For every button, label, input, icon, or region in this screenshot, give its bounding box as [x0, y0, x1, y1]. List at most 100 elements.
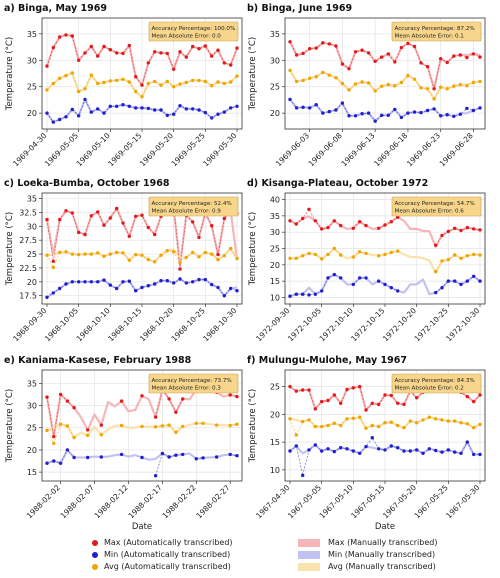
point-min-auto: [229, 106, 233, 110]
series-avg-auto-line: [46, 423, 75, 445]
point-min-auto: [440, 286, 444, 290]
point-avg-auto: [434, 417, 438, 421]
point-avg-auto: [288, 256, 292, 260]
y-tick-label: 30: [27, 56, 37, 65]
point-avg-auto: [383, 252, 387, 257]
point-min-auto: [478, 106, 482, 110]
x-tick-label: 1969-06-23: [405, 131, 442, 168]
point-min-auto: [358, 451, 362, 455]
series-avg-auto-line: [155, 424, 183, 433]
point-min-auto: [58, 286, 62, 291]
point-min-auto: [452, 114, 456, 119]
y-axis-label: Temperature (°C): [248, 37, 258, 111]
point-max-auto: [165, 51, 169, 56]
point-max-auto: [347, 67, 351, 71]
point-min-auto: [320, 449, 324, 453]
point-min-auto: [96, 280, 100, 284]
point-min-auto: [127, 104, 131, 109]
point-avg-auto: [339, 253, 343, 257]
point-avg-auto: [327, 73, 331, 77]
y-tick-label: 35: [27, 379, 37, 388]
point-min-auto: [446, 448, 450, 452]
x-tick-label: 1988-02-02: [25, 483, 62, 520]
x-tick-label: 1988-02-17: [127, 483, 164, 520]
point-min-auto: [345, 447, 349, 451]
point-max-auto: [121, 221, 125, 225]
point-min-auto: [153, 108, 157, 112]
point-min-auto: [351, 449, 355, 453]
point-min-auto: [393, 107, 397, 112]
point-min-auto: [326, 447, 330, 451]
point-max-auto: [377, 402, 381, 407]
legend-min-auto-label: Min (Automatically transcribed): [104, 550, 231, 559]
point-avg-auto: [115, 250, 119, 255]
point-max-auto: [334, 44, 338, 48]
point-max-auto: [453, 226, 457, 230]
point-avg-auto: [432, 97, 436, 101]
point-avg-auto: [334, 76, 338, 80]
point-max-auto: [399, 45, 404, 50]
accuracy-text: Accuracy Percentage: 100.0%: [152, 26, 236, 32]
point-max-auto: [191, 220, 195, 224]
point-avg-auto: [99, 433, 104, 437]
point-avg-auto: [419, 86, 423, 90]
point-min-auto: [159, 279, 163, 283]
point-min-auto: [167, 455, 171, 459]
point-avg-auto: [229, 246, 233, 251]
point-max-auto: [134, 214, 138, 218]
point-min-auto: [366, 111, 371, 115]
point-max-auto: [140, 213, 144, 217]
point-min-auto: [478, 452, 482, 457]
point-max-auto: [203, 44, 207, 48]
point-max-auto: [172, 67, 176, 72]
point-avg-auto: [458, 82, 462, 87]
point-min-auto: [294, 444, 298, 448]
y-tick-label: 10: [270, 466, 280, 475]
point-min-auto: [347, 114, 351, 118]
point-min-auto: [51, 291, 55, 295]
point-min-auto: [165, 113, 169, 118]
metrics-box: [148, 196, 239, 217]
point-avg-auto: [210, 84, 214, 88]
point-max-auto: [115, 206, 119, 211]
point-avg-auto: [52, 441, 56, 445]
plot-frame: [284, 369, 486, 482]
point-max-auto: [153, 232, 157, 237]
point-max-auto: [472, 227, 476, 231]
mae-text: Mean Absolute Error: 0.1: [395, 34, 465, 40]
plot-frame: [41, 192, 243, 305]
point-max-auto: [383, 223, 387, 227]
point-max-auto: [64, 33, 68, 37]
point-avg-auto: [119, 423, 124, 428]
point-min-auto: [313, 292, 317, 296]
series-max-auto-line: [435, 227, 481, 246]
point-max-auto: [373, 59, 377, 63]
panel-title: f) Mulungu-Mulohe, May 1967: [247, 355, 407, 366]
point-min-auto: [222, 110, 226, 114]
point-avg-auto: [421, 418, 425, 422]
series-min-auto-line: [435, 275, 481, 293]
point-min-auto: [70, 107, 75, 112]
series-min-manual: [289, 98, 481, 123]
point-avg-auto: [184, 255, 188, 260]
point-min-auto: [45, 461, 49, 465]
y-tick-label: 20: [27, 109, 37, 118]
point-avg-auto: [465, 422, 469, 426]
point-max-auto: [70, 34, 75, 38]
point-avg-auto: [406, 73, 410, 78]
point-avg-auto: [301, 78, 305, 83]
point-avg-auto: [393, 84, 397, 88]
point-avg-auto: [51, 265, 55, 270]
point-avg-auto: [288, 417, 292, 421]
point-avg-auto: [321, 70, 325, 75]
y-tick-label: 35: [270, 30, 280, 39]
chart-panel-5: e) Kaniama-Kasese, February 1988 15 20 25 30…: [4, 355, 243, 532]
point-avg-auto: [167, 423, 171, 427]
point-avg-auto: [65, 424, 70, 428]
point-min-auto: [472, 274, 476, 278]
point-avg-auto: [294, 256, 298, 260]
point-min-auto: [288, 294, 292, 298]
point-max-auto: [121, 51, 125, 56]
point-max-auto: [458, 53, 462, 57]
point-avg-auto: [108, 252, 113, 256]
